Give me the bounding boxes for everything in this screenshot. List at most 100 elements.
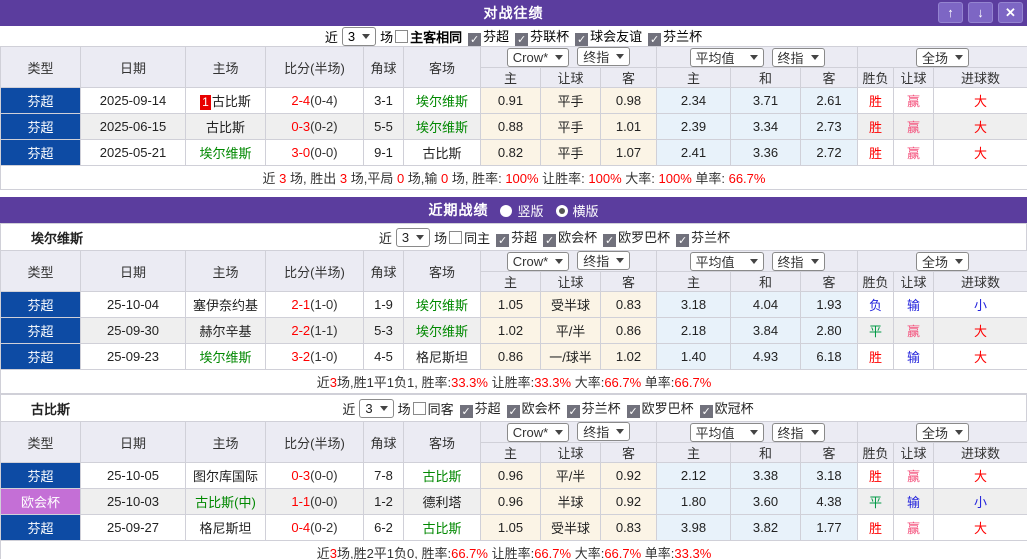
fulltime-select[interactable]: 全场	[916, 47, 970, 67]
league-type-cell: 芬超	[0, 87, 81, 114]
crow-company-select[interactable]: Crow*	[506, 48, 570, 67]
away-team-link[interactable]: 埃尔维斯	[415, 298, 468, 313]
fulltime-select[interactable]: 全场	[916, 251, 970, 271]
away-team-link[interactable]: 古比斯	[422, 469, 462, 484]
avg-away-odds: 3.18	[799, 462, 859, 489]
section-count-select[interactable]: 3	[395, 227, 431, 247]
league-checkbox[interactable]: ✓	[506, 405, 520, 418]
sub-header-goals: 进球数	[933, 442, 1027, 463]
chevron-down-icon	[810, 429, 819, 435]
summary-segment: 单率:	[641, 546, 675, 559]
match-row: 芬超 2025-06-15 古比斯 0-3(0-2) 5-5 埃尔维斯 0.88 平手 1.01…	[0, 113, 1027, 140]
league-checkbox[interactable]: ✓	[459, 405, 473, 418]
sub-header-home-odds: 主	[480, 442, 541, 463]
home-team-link[interactable]: 古比斯(中)	[195, 495, 256, 510]
away-team-link[interactable]: 格尼斯坦	[415, 350, 468, 365]
move-down-button[interactable]: ↓	[968, 2, 993, 23]
away-team-link[interactable]: 德利塔	[422, 495, 462, 510]
league-checkbox[interactable]: ✓	[648, 33, 662, 46]
handicap-away-odds: 1.07	[600, 139, 657, 166]
home-team-link[interactable]: 埃尔维斯	[199, 146, 252, 161]
count-value: 3	[401, 229, 410, 245]
league-type-cell: 芬超	[0, 343, 81, 370]
chevron-down-icon	[555, 430, 564, 435]
final-odds-select[interactable]: 终指	[577, 47, 631, 66]
away-team-cell: 古比斯	[403, 462, 481, 489]
fulltime-score: 3-2	[291, 349, 311, 364]
league-checkbox[interactable]: ✓	[515, 33, 529, 46]
league-filter: ✓ 球会友谊	[573, 29, 642, 46]
league-checkbox[interactable]: ✓	[699, 405, 713, 418]
result-value: 大	[974, 324, 988, 339]
home-team-link[interactable]: 塞伊奈约基	[192, 298, 258, 313]
avg-home-odds: 1.40	[656, 343, 731, 370]
summary-segment: 大率:	[621, 171, 659, 186]
layout-radio[interactable]	[500, 204, 513, 217]
league-checkbox[interactable]: ✓	[603, 234, 617, 247]
final-odds-select[interactable]: 终指	[577, 422, 631, 441]
section-count-select[interactable]: 3	[359, 398, 394, 418]
away-team-link[interactable]: 埃尔维斯	[415, 324, 468, 339]
final-odds-select[interactable]: 终指	[771, 422, 825, 442]
result-value: 胜	[869, 94, 883, 109]
league-checkbox[interactable]: ✓	[676, 234, 690, 247]
sub-header-handicap: 让球	[540, 271, 601, 292]
final-odds-select[interactable]: 终指	[771, 47, 825, 67]
same-venue-checkbox[interactable]	[412, 401, 426, 415]
match-date-cell: 25-10-03	[80, 488, 186, 515]
away-team-cell: 古比斯	[403, 514, 481, 541]
handicap-line: 平/半	[540, 317, 601, 344]
home-team-link[interactable]: 格尼斯坦	[199, 521, 252, 536]
h2h-count-select[interactable]: 3	[341, 26, 377, 46]
sub-header-avg-home: 主	[656, 442, 731, 463]
final-odds-select[interactable]: 终指	[577, 251, 631, 270]
away-team-link[interactable]: 古比斯	[422, 146, 462, 161]
home-team-link[interactable]: 图尔库国际	[192, 469, 258, 484]
score-cell: 3-0(0-0)	[265, 139, 364, 166]
league-checkbox[interactable]: ✓	[543, 234, 557, 247]
handicap-away-odds: 0.98	[600, 87, 657, 114]
score-cell: 0-3(0-2)	[265, 113, 364, 140]
average-select[interactable]: 平均值	[689, 422, 764, 442]
average-select[interactable]: 平均值	[689, 251, 764, 271]
handicap-away-odds: 0.92	[600, 462, 657, 489]
col-header-date: 日期	[80, 250, 186, 292]
away-team-link[interactable]: 埃尔维斯	[415, 94, 468, 109]
league-checkbox[interactable]: ✓	[566, 405, 580, 418]
handicap-away-odds: 1.02	[600, 343, 657, 370]
chevron-down-icon	[362, 33, 371, 39]
home-team-link[interactable]: 古比斯	[211, 94, 251, 109]
move-up-button[interactable]: ↑	[938, 2, 963, 23]
col-header-score: 比分(半场)	[265, 46, 364, 88]
league-checkbox[interactable]: ✓	[496, 234, 510, 247]
result-value: 输	[907, 495, 921, 510]
league-checkbox[interactable]: ✓	[626, 405, 640, 418]
crow-company-select[interactable]: Crow*	[506, 252, 570, 271]
same-venue-checkbox[interactable]	[449, 230, 463, 244]
fulltime-select[interactable]: 全场	[916, 422, 970, 442]
league-checkbox[interactable]: ✓	[575, 33, 589, 46]
avg-home-odds: 2.18	[656, 317, 731, 344]
fulltime-score: 3-0	[291, 145, 311, 160]
summary-segment: 近	[262, 171, 280, 186]
summary-segment: 场, 胜率:	[448, 171, 506, 186]
layout-radio[interactable]	[555, 204, 568, 217]
handicap-line: 平手	[540, 113, 601, 140]
same-homeaway-checkbox[interactable]	[395, 29, 409, 43]
score-cell: 0-3(0-0)	[265, 462, 364, 489]
average-select[interactable]: 平均值	[689, 47, 764, 67]
away-team-link[interactable]: 古比斯	[422, 521, 462, 536]
home-team-link[interactable]: 埃尔维斯	[199, 350, 252, 365]
close-button[interactable]: ✕	[998, 2, 1023, 23]
radio-label: 竖版	[517, 203, 544, 219]
away-team-cell: 德利塔	[403, 488, 481, 515]
final-odds-select[interactable]: 终指	[771, 251, 825, 271]
handicap-home-odds: 0.96	[480, 488, 541, 515]
home-team-link[interactable]: 古比斯	[205, 120, 245, 135]
away-team-link[interactable]: 埃尔维斯	[415, 120, 468, 135]
avg-home-odds: 1.80	[656, 488, 731, 515]
crow-company-select[interactable]: Crow*	[506, 423, 570, 442]
h2h-filter-row: 近 3 场 主客相同 ✓ 芬超 ✓ 芬联杯 ✓ 球会友谊 ✓ 芬兰杯	[0, 26, 1027, 46]
league-checkbox[interactable]: ✓	[468, 33, 482, 46]
home-team-link[interactable]: 赫尔辛基	[199, 324, 252, 339]
